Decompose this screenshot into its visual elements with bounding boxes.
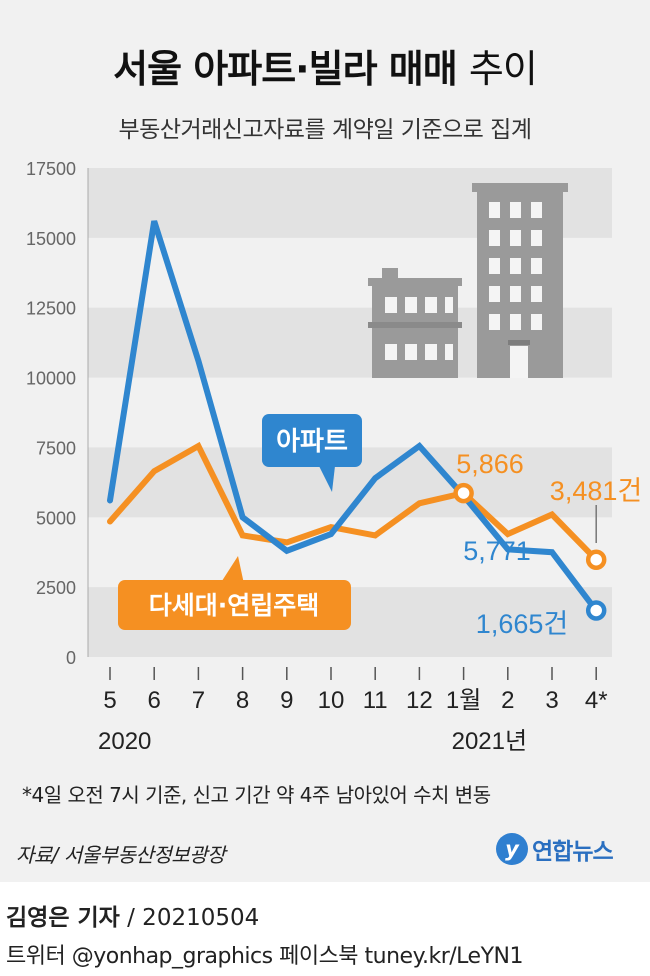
data-marker bbox=[453, 482, 474, 504]
x-axis: 5 6 7 8 9 10 11 12 1월 2 3 4* 2020 2021년 bbox=[98, 667, 608, 755]
x-tick-label: 2 bbox=[501, 687, 514, 714]
y-tick-label: 17500 bbox=[26, 159, 76, 179]
data-labels: 5,771 5,866 3,481건 1,665건 bbox=[456, 449, 642, 639]
x-tick-label: 7 bbox=[192, 687, 205, 714]
callout-pointer-villa bbox=[220, 556, 244, 584]
x-tick-label: 11 bbox=[363, 687, 388, 714]
byline: 김영은 기자 / 20210504 bbox=[6, 898, 259, 932]
y-tick-label: 0 bbox=[66, 648, 76, 668]
y-tick-label: 10000 bbox=[26, 369, 76, 389]
x-tick-label: 12 bbox=[406, 687, 433, 714]
social-links: 트위터 @yonhap_graphics 페이스북 tuney.kr/LeYN1 bbox=[6, 944, 523, 969]
x-tick-label: 1월 bbox=[446, 687, 481, 714]
x-tick-label: 10 bbox=[318, 687, 345, 714]
data-marker bbox=[585, 549, 607, 570]
data-label: 5,866 bbox=[456, 449, 524, 479]
chart-title-light: 추이 bbox=[468, 47, 538, 91]
x-tick-label: 6 bbox=[148, 687, 161, 714]
y-axis: 0 2500 5000 7500 10000 12500 15000 17500 bbox=[26, 159, 89, 668]
y-tick-label: 12500 bbox=[26, 299, 76, 319]
data-label: 5,771 bbox=[463, 536, 531, 566]
x-year-label: 2020 bbox=[98, 728, 151, 755]
series-lines bbox=[107, 220, 600, 614]
chart-subtitle: 부동산거래신고자료를 계약일 기준으로 집계 bbox=[118, 117, 532, 143]
x-year-label: 2021년 bbox=[452, 728, 527, 755]
data-label: 3,481건 bbox=[550, 476, 642, 506]
legend-label-villa: 다세대·연립주택 bbox=[149, 591, 320, 620]
yonhap-logo-icon: y bbox=[496, 833, 528, 865]
publish-date: / 20210504 bbox=[127, 905, 260, 931]
callout-box-apartment bbox=[262, 414, 362, 467]
footer: 김영은 기자 / 20210504 트위터 @yonhap_graphics 페… bbox=[0, 882, 650, 976]
brand-name: 연합뉴스 bbox=[532, 839, 614, 865]
brand: y 연합뉴스 bbox=[496, 832, 614, 866]
series-line-0 bbox=[107, 220, 600, 614]
x-tick-label: 9 bbox=[280, 687, 293, 714]
x-tick-label: 5 bbox=[103, 687, 116, 714]
x-tick-label: 3 bbox=[545, 687, 558, 714]
callout-box-villa bbox=[118, 580, 351, 630]
apartment-building-icon bbox=[472, 183, 568, 378]
x-tick-label: 8 bbox=[236, 687, 249, 714]
building-illustration bbox=[368, 183, 568, 378]
legend-label-apartment: 아파트 bbox=[276, 427, 348, 457]
data-markers bbox=[453, 482, 607, 621]
source-text: 자료/ 서울부동산정보광장 bbox=[16, 843, 226, 867]
y-tick-label: 2500 bbox=[36, 578, 76, 598]
y-tick-label: 5000 bbox=[36, 508, 76, 528]
footnote: *4일 오전 7시 기준, 신고 기간 약 4주 남아있어 수치 변동 bbox=[22, 783, 491, 807]
villa-building-icon bbox=[368, 268, 462, 378]
chart-title: 서울 아파트·빌라 매매 추이 bbox=[0, 38, 650, 93]
infographic-card: 서울 아파트·빌라 매매 추이 부동산거래신고자료를 계약일 기준으로 집계 bbox=[0, 0, 650, 882]
reporter-name: 김영은 기자 bbox=[6, 905, 120, 931]
y-tick-label: 7500 bbox=[36, 438, 76, 458]
callout-pointer-apartment bbox=[319, 466, 335, 492]
chart-title-main: 서울 아파트·빌라 매매 bbox=[113, 47, 458, 91]
series-line-1 bbox=[107, 441, 600, 563]
y-tick-label: 15000 bbox=[26, 229, 76, 249]
x-tick-label: 4* bbox=[585, 687, 608, 714]
data-label: 1,665건 bbox=[476, 609, 568, 639]
data-marker bbox=[585, 600, 607, 621]
